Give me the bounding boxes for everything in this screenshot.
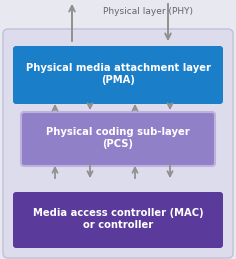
FancyBboxPatch shape [13, 46, 223, 104]
Text: Physical layer (PHY): Physical layer (PHY) [103, 8, 193, 17]
Text: Physical coding sub-layer: Physical coding sub-layer [46, 127, 190, 137]
Text: or controller: or controller [83, 220, 153, 230]
FancyBboxPatch shape [13, 192, 223, 248]
Text: (PMA): (PMA) [101, 75, 135, 85]
Text: Media access controller (MAC): Media access controller (MAC) [33, 208, 203, 218]
FancyBboxPatch shape [21, 112, 215, 166]
FancyBboxPatch shape [3, 29, 233, 258]
Text: Physical media attachment layer: Physical media attachment layer [25, 63, 211, 73]
Text: (PCS): (PCS) [102, 139, 134, 149]
